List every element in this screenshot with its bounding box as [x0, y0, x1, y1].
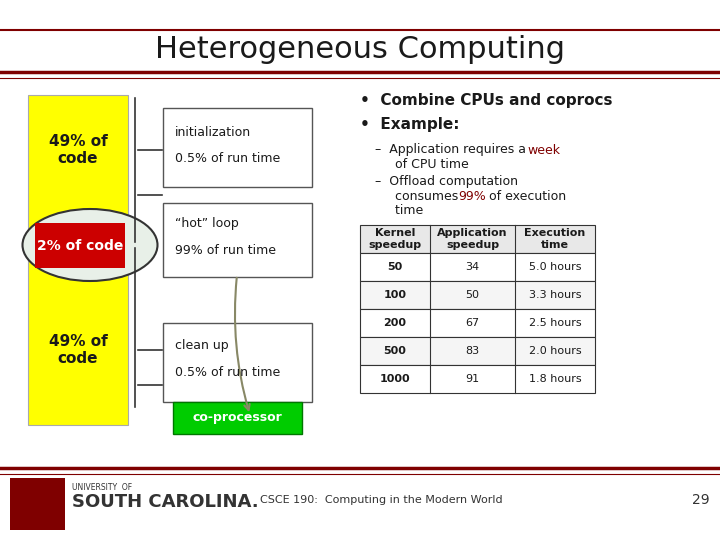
FancyBboxPatch shape	[163, 203, 312, 277]
Ellipse shape	[22, 209, 158, 281]
FancyBboxPatch shape	[360, 225, 595, 253]
Text: Application
speedup: Application speedup	[437, 228, 508, 250]
Text: Execution
time: Execution time	[524, 228, 585, 250]
Text: “hot” loop: “hot” loop	[175, 218, 239, 231]
Text: of execution: of execution	[485, 190, 566, 202]
Text: clean up: clean up	[175, 340, 229, 353]
Text: 200: 200	[384, 318, 407, 328]
Text: Heterogeneous Computing: Heterogeneous Computing	[155, 36, 565, 64]
Text: 3.3 hours: 3.3 hours	[528, 290, 581, 300]
Text: Kernel
speedup: Kernel speedup	[369, 228, 422, 250]
Text: 2.5 hours: 2.5 hours	[528, 318, 581, 328]
Text: SOUTH CAROLINA.: SOUTH CAROLINA.	[72, 493, 258, 511]
Text: 2% of code: 2% of code	[37, 239, 123, 253]
Text: 5.0 hours: 5.0 hours	[528, 262, 581, 272]
Text: 100: 100	[384, 290, 407, 300]
Text: 49% of
code: 49% of code	[49, 134, 107, 166]
Text: 50: 50	[466, 290, 480, 300]
FancyBboxPatch shape	[173, 402, 302, 434]
Text: co-processor: co-processor	[192, 411, 282, 424]
FancyBboxPatch shape	[360, 281, 595, 309]
Text: 67: 67	[465, 318, 480, 328]
Text: –  Application requires a: – Application requires a	[375, 144, 530, 157]
FancyBboxPatch shape	[163, 108, 312, 187]
Text: 99%: 99%	[458, 190, 486, 202]
Text: –  Offload computation: – Offload computation	[375, 176, 518, 188]
FancyBboxPatch shape	[28, 95, 128, 425]
Text: 91: 91	[465, 374, 480, 384]
FancyBboxPatch shape	[360, 253, 595, 281]
Text: 0.5% of run time: 0.5% of run time	[175, 366, 280, 379]
Text: •  Combine CPUs and coprocs: • Combine CPUs and coprocs	[360, 92, 613, 107]
Text: initialization: initialization	[175, 125, 251, 138]
FancyBboxPatch shape	[360, 309, 595, 337]
Text: 1000: 1000	[379, 374, 410, 384]
Text: 29: 29	[693, 493, 710, 507]
Text: consumes: consumes	[375, 190, 462, 202]
Text: 500: 500	[384, 346, 406, 356]
Text: 1.8 hours: 1.8 hours	[528, 374, 581, 384]
Text: CSCE 190:  Computing in the Modern World: CSCE 190: Computing in the Modern World	[260, 495, 503, 505]
Text: 49% of
code: 49% of code	[49, 334, 107, 366]
Text: 83: 83	[465, 346, 480, 356]
FancyBboxPatch shape	[360, 365, 595, 393]
Text: 2.0 hours: 2.0 hours	[528, 346, 581, 356]
Text: time: time	[375, 204, 423, 217]
FancyBboxPatch shape	[163, 323, 312, 402]
Text: 34: 34	[465, 262, 480, 272]
Text: week: week	[527, 144, 560, 157]
Text: •  Example:: • Example:	[360, 118, 459, 132]
FancyBboxPatch shape	[35, 223, 125, 268]
Text: 0.5% of run time: 0.5% of run time	[175, 152, 280, 165]
Text: UNIVERSITY  OF: UNIVERSITY OF	[72, 483, 132, 492]
Text: 99% of run time: 99% of run time	[175, 244, 276, 256]
Text: 50: 50	[387, 262, 402, 272]
Text: of CPU time: of CPU time	[375, 159, 469, 172]
FancyBboxPatch shape	[360, 337, 595, 365]
FancyBboxPatch shape	[10, 478, 65, 530]
